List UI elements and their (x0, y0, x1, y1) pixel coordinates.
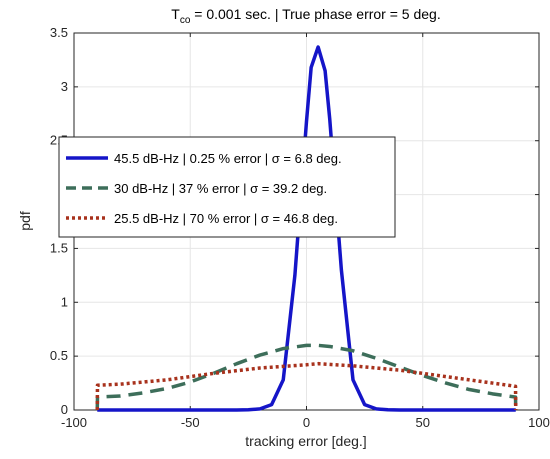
x-tick-label: 50 (416, 415, 430, 430)
x-tick-label: 0 (303, 415, 310, 430)
x-axis: -100 -50 0 50 100 (61, 33, 550, 430)
legend-label-2: 30 dB-Hz | 37 % error | σ = 39.2 deg. (114, 181, 327, 196)
chart-title: Tco = 0.001 sec. | True phase error = 5 … (171, 6, 440, 26)
y-tick-label: 3 (61, 79, 68, 94)
series-line-1 (97, 45, 516, 412)
title-rest: = 0.001 sec. | True phase error = 5 deg. (190, 6, 440, 22)
y-tick-label: 1 (61, 294, 68, 309)
y-tick-label: 0 (61, 402, 68, 417)
x-axis-label: tracking error [deg.] (245, 433, 366, 449)
x-tick-label: -50 (181, 415, 200, 430)
y-tick-label: 1.5 (50, 240, 68, 255)
legend: 45.5 dB-Hz | 0.25 % error | σ = 6.8 deg.… (58, 136, 396, 238)
legend-label-3: 25.5 dB-Hz | 70 % error | σ = 46.8 deg. (114, 211, 338, 226)
x-tick-label: -100 (61, 415, 87, 430)
series-line-3 (95, 361, 518, 411)
legend-box (58, 136, 396, 238)
series-line-2 (95, 343, 518, 411)
legend-label-1: 45.5 dB-Hz | 0.25 % error | σ = 6.8 deg. (114, 151, 342, 166)
title-main: T (171, 6, 180, 22)
y-axis-label: pdf (17, 211, 33, 231)
title-subscript: co (180, 15, 191, 26)
y-tick-label: 3.5 (50, 25, 68, 40)
series-layer (95, 45, 518, 412)
y-tick-label: 0.5 (50, 348, 68, 363)
x-tick-label: 100 (528, 415, 550, 430)
